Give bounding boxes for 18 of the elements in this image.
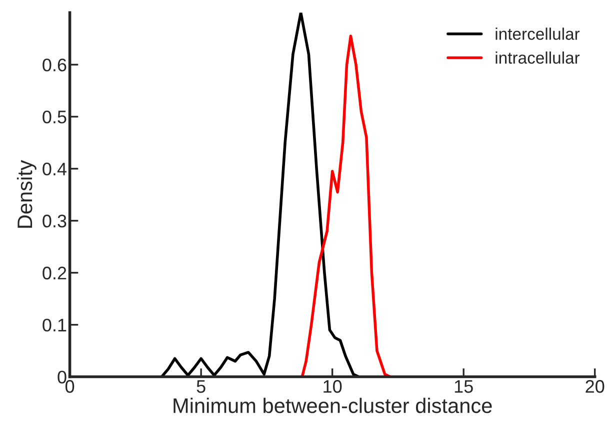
x-tick-label: 10 (324, 380, 342, 393)
x-axis-title: Minimum between-cluster distance (174, 398, 492, 414)
x-tick-label: 20 (586, 380, 604, 393)
line-series (300, 34, 392, 377)
x-tick-label: 0 (65, 380, 74, 393)
y-tick-label: 0.5 (42, 110, 66, 124)
y-tick-label: 0.4 (42, 162, 66, 176)
legend-label: intercellular (496, 28, 580, 40)
legend-label: intracellular (496, 52, 580, 64)
y-axis-title: Density (16, 160, 36, 228)
y-tick-label: 0.3 (42, 214, 66, 228)
line-series (160, 12, 360, 377)
y-tick-label: 0.6 (42, 58, 66, 72)
y-tick-label: 0.2 (42, 266, 66, 280)
y-tick-label: 0 (58, 370, 66, 384)
x-tick-label: 5 (196, 380, 206, 393)
y-tick-label: 0.1 (42, 318, 66, 332)
x-tick-label: 15 (454, 380, 473, 393)
